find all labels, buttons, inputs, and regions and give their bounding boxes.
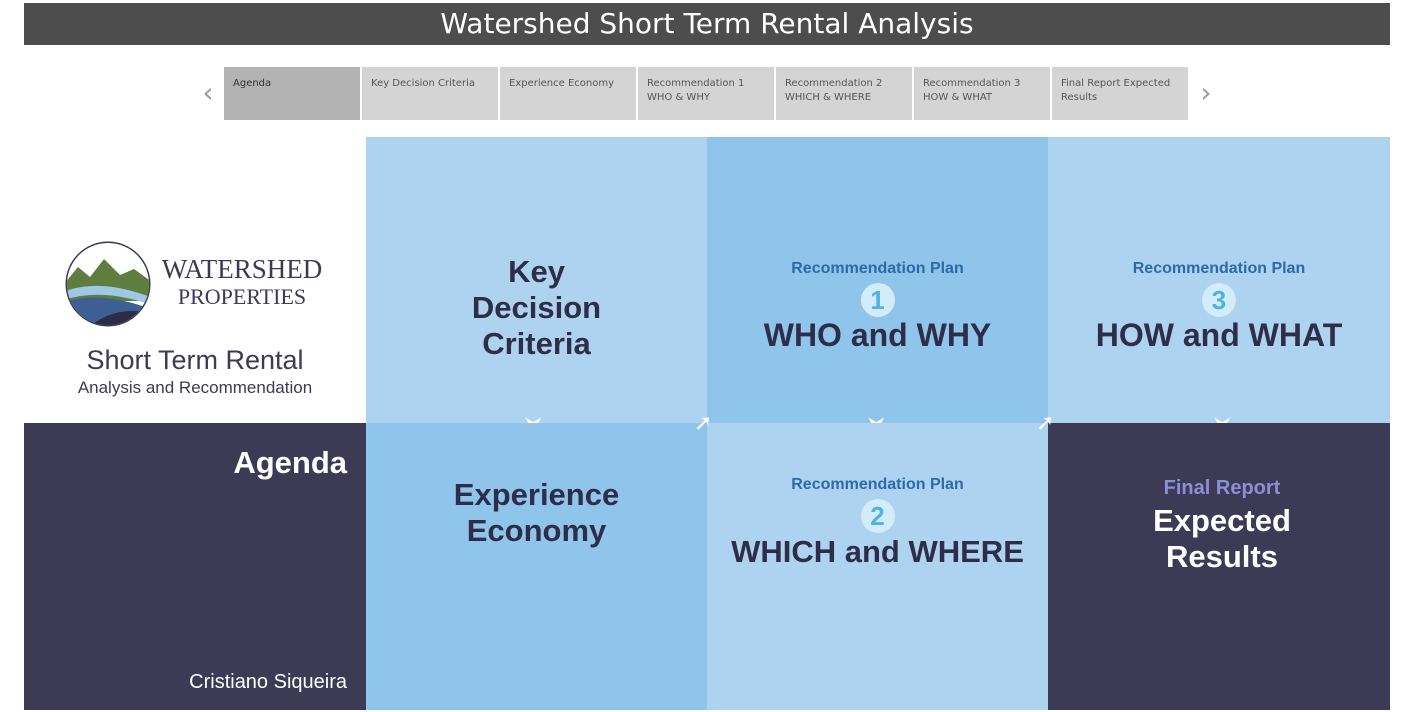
agenda-title: Agenda — [233, 445, 347, 480]
final-line1: Expected — [1153, 503, 1291, 538]
rec3-label: Recommendation Plan — [1132, 260, 1306, 277]
logo-subtitle: Short Term Rental — [86, 345, 304, 375]
rec3-heading: HOW and WHAT — [1095, 317, 1343, 353]
rec2-heading: WHICH and WHERE — [731, 534, 1024, 569]
final-report-label: Final Report — [1163, 477, 1281, 499]
rec1-label: Recommendation Plan — [791, 260, 964, 277]
arrow-up-right-icon: ➚ — [1036, 411, 1055, 436]
rec1-heading: WHO and WHY — [763, 317, 992, 353]
experience-line2: Economy — [466, 513, 607, 548]
key-decision-line1: Key — [508, 254, 565, 289]
key-decision-line3: Criteria — [482, 326, 591, 361]
agenda-tile: Agenda Cristiano Siqueira — [24, 423, 366, 710]
final-line2: Results — [1166, 539, 1278, 574]
key-decision-line2: Decision — [471, 290, 602, 325]
logo-panel: WATERSHED PROPERTIES Short Term Rental A… — [24, 137, 366, 423]
key-decision-criteria-tile[interactable]: Key Decision Criteria ⮟ — [366, 137, 707, 435]
tab-recommendation-3[interactable]: Recommendation 3 HOW & WHAT — [914, 67, 1050, 120]
recommendation-2-tile[interactable]: Recommendation Plan 2 WHICH and WHERE — [707, 423, 1048, 710]
rec1-number-badge: 1 — [860, 283, 895, 317]
logo-wordmark-line2: PROPERTIES — [177, 284, 307, 309]
rec3-number-badge: 3 — [1202, 283, 1236, 317]
recommendation-3-tile[interactable]: Recommendation Plan 3 HOW and WHAT ⮟ — [1048, 137, 1390, 435]
arrow-up-right-icon: ➚ — [694, 411, 713, 436]
tab-recommendation-1[interactable]: Recommendation 1 WHO & WHY — [638, 67, 774, 120]
dashboard-title: Watershed Short Term Rental Analysis — [24, 3, 1390, 45]
experience-economy-tile[interactable]: Experience Economy — [366, 423, 707, 710]
final-report-tile[interactable]: Final Report Expected Results — [1048, 423, 1390, 710]
logo-tagline: Analysis and Recommendation — [77, 378, 313, 397]
tab-agenda[interactable]: Agenda — [224, 67, 360, 120]
watershed-logo-icon — [65, 241, 151, 327]
tab-experience-economy[interactable]: Experience Economy — [500, 67, 636, 120]
chevron-right-icon[interactable]: › — [1200, 76, 1212, 109]
tab-final-report[interactable]: Final Report Expected Results — [1052, 67, 1188, 120]
story-navigator: Agenda Key Decision Criteria Experience … — [224, 67, 1188, 120]
rec2-label: Recommendation Plan — [791, 476, 964, 493]
recommendation-1-tile[interactable]: Recommendation Plan 1 WHO and WHY ⮟ — [707, 137, 1048, 435]
rec2-number-badge: 2 — [860, 499, 895, 533]
author-name: Cristiano Siqueira — [189, 671, 347, 693]
logo-wordmark-line1: WATERSHED — [161, 254, 323, 284]
chevron-left-icon[interactable]: ‹ — [202, 76, 214, 109]
experience-line1: Experience — [453, 477, 620, 512]
tab-recommendation-2[interactable]: Recommendation 2 WHICH & WHERE — [776, 67, 912, 120]
final-report-title: Expected Results — [1048, 503, 1396, 575]
key-decision-title: Key Decision Criteria — [366, 254, 707, 362]
experience-economy-title: Experience Economy — [366, 477, 707, 549]
tab-key-decision-criteria[interactable]: Key Decision Criteria — [362, 67, 498, 120]
